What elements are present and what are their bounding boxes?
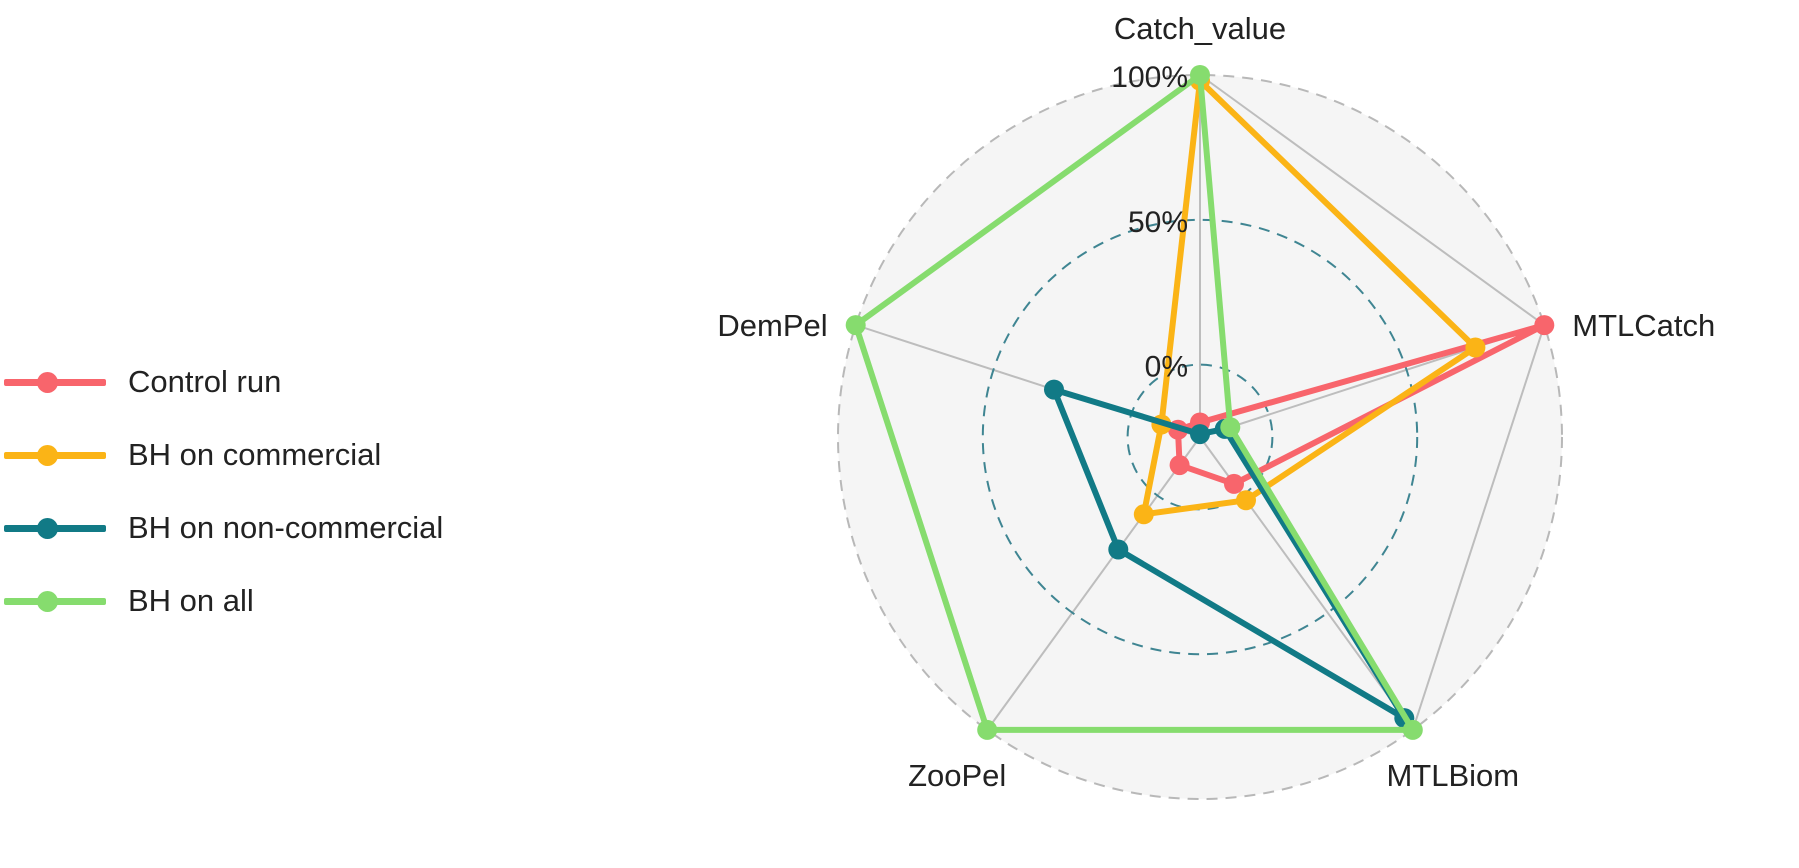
point-bh-on-all-mtlbiom	[1402, 719, 1423, 740]
legend-item-bh-on-commercial: BH on commercial	[0, 418, 443, 491]
legend-key	[4, 435, 106, 475]
radar-grid	[837, 73, 1563, 800]
gridline-50	[981, 218, 1419, 656]
point-bh-on-commercial-mtlcatch	[1465, 337, 1486, 358]
axis-label-zoopel: ZooPel	[908, 758, 1006, 793]
point-bh-on-commercial-zoopel	[1133, 504, 1154, 525]
legend: Control run BH on commercial BH on non-com…	[0, 345, 443, 637]
legend-dot	[37, 444, 58, 466]
point-bh-on-all-dempel	[845, 315, 866, 336]
axis-label-dempel: DemPel	[717, 308, 827, 343]
grid-label-0: 0%	[1145, 351, 1188, 384]
point-control-run-mtlcatch	[1534, 315, 1555, 336]
point-bh-on-all-mtlcatch	[1220, 417, 1241, 438]
point-control-run-mtlbiom	[1224, 473, 1244, 494]
radar-labels: 0% 50% 100% Catch_value MTLCatch MTLBiom ZooPe…	[717, 11, 1715, 793]
legend-item-bh-on-all: BH on all	[0, 564, 443, 637]
legend-key	[4, 362, 106, 402]
legend-label: BH on non-commercial	[128, 509, 444, 545]
legend-dot	[37, 590, 58, 612]
axis-label-mtlcatch: MTLCatch	[1572, 308, 1715, 343]
point-bh-on-all-catch-value	[1190, 65, 1210, 85]
legend-item-control-run: Control run	[0, 345, 443, 418]
point-bh-on-non-commercial-zoopel	[1108, 539, 1129, 560]
grid-label-100: 100%	[1111, 61, 1188, 94]
axis-label-catch-value: Catch_value	[1114, 11, 1286, 46]
legend-label: BH on all	[128, 582, 254, 618]
point-control-run-zoopel	[1169, 455, 1190, 476]
series-line-bh-on-commercial	[1140, 77, 1479, 518]
legend-item-bh-on-non-commercial: BH on non-commercial	[0, 491, 443, 564]
axis-label-mtlbiom: MTLBiom	[1386, 758, 1519, 793]
point-bh-on-non-commercial-dempel	[1044, 379, 1064, 400]
gridline-0	[1126, 363, 1274, 511]
radar-series	[845, 65, 1555, 740]
legend-key	[4, 581, 106, 621]
gridline-100	[837, 74, 1563, 800]
legend-label: BH on commercial	[128, 436, 382, 472]
legend-dot	[37, 517, 58, 539]
point-bh-on-all-zoopel	[977, 719, 998, 740]
legend-dot	[37, 371, 58, 393]
series-bh-on-all	[845, 65, 1423, 740]
grid-label-50: 50%	[1128, 206, 1188, 239]
legend-key	[4, 508, 106, 548]
series-line-bh-on-all	[852, 72, 1416, 733]
point-bh-on-commercial-mtlbiom	[1236, 490, 1256, 511]
axis-line-zoopel	[986, 436, 1201, 731]
point-bh-on-non-commercial-catch-value	[1190, 424, 1210, 445]
legend-label: Control run	[128, 363, 282, 399]
